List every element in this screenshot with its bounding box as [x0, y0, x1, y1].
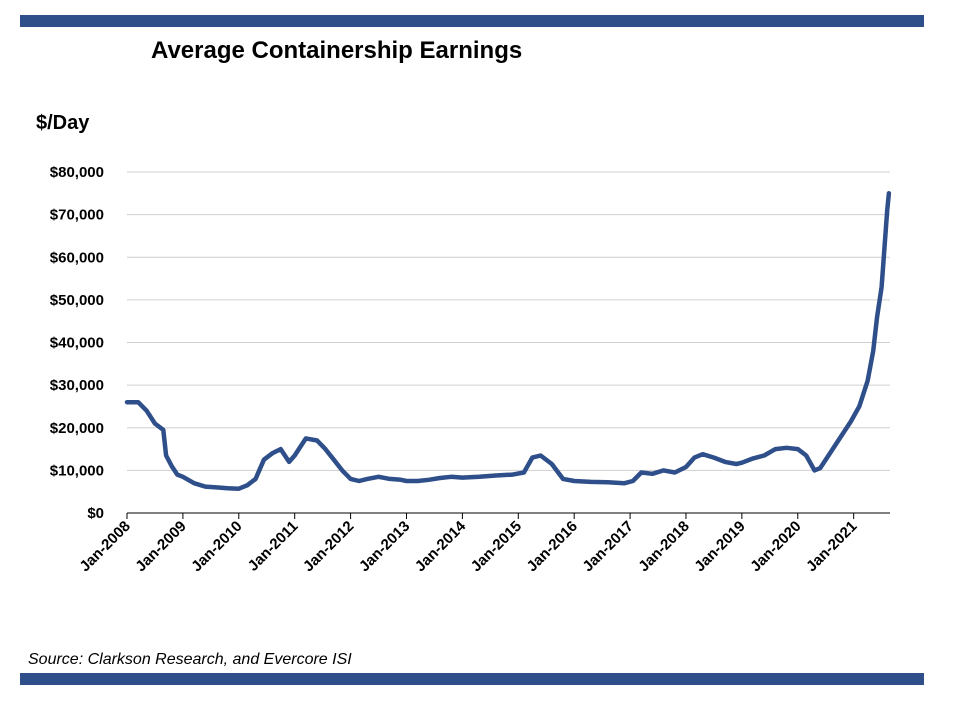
- y-tick-label: $20,000: [50, 420, 104, 437]
- chart-title: Average Containership Earnings: [151, 37, 523, 64]
- top-frame-bar: [20, 15, 924, 27]
- y-tick-label: $60,000: [50, 249, 104, 266]
- y-tick-label: $30,000: [50, 377, 104, 394]
- x-tick-label: Jan-2021: [803, 518, 860, 575]
- x-tick-label: Jan-2010: [188, 518, 245, 575]
- y-tick-label: $40,000: [50, 335, 104, 352]
- bottom-frame-bar: [20, 673, 924, 685]
- x-tick-label: Jan-2011: [245, 518, 302, 575]
- x-tick-label: Jan-2014: [412, 517, 470, 575]
- x-tick-label: Jan-2019: [691, 518, 748, 575]
- x-tick-label: Jan-2015: [468, 518, 525, 575]
- x-tick-label: Jan-2012: [300, 518, 357, 575]
- y-tick-label: $10,000: [50, 462, 104, 479]
- y-tick-label: $0: [87, 505, 104, 522]
- x-tick-label: Jan-2008: [76, 518, 133, 575]
- y-axis-label: $/Day: [36, 112, 90, 134]
- series-line-earnings: [124, 191, 892, 491]
- source-note: Source: Clarkson Research, and Evercore …: [28, 651, 352, 668]
- y-tick-label: $80,000: [50, 164, 104, 181]
- x-tick-label: Jan-2018: [635, 518, 692, 575]
- y-tick-label: $50,000: [50, 292, 104, 309]
- x-tick-label: Jan-2016: [524, 518, 581, 575]
- y-tick-label: $70,000: [50, 207, 104, 224]
- x-tick-label: Jan-2020: [747, 518, 804, 575]
- x-tick-label: Jan-2013: [356, 518, 413, 575]
- x-tick-label: Jan-2009: [132, 518, 189, 575]
- x-tick-label: Jan-2017: [579, 518, 636, 575]
